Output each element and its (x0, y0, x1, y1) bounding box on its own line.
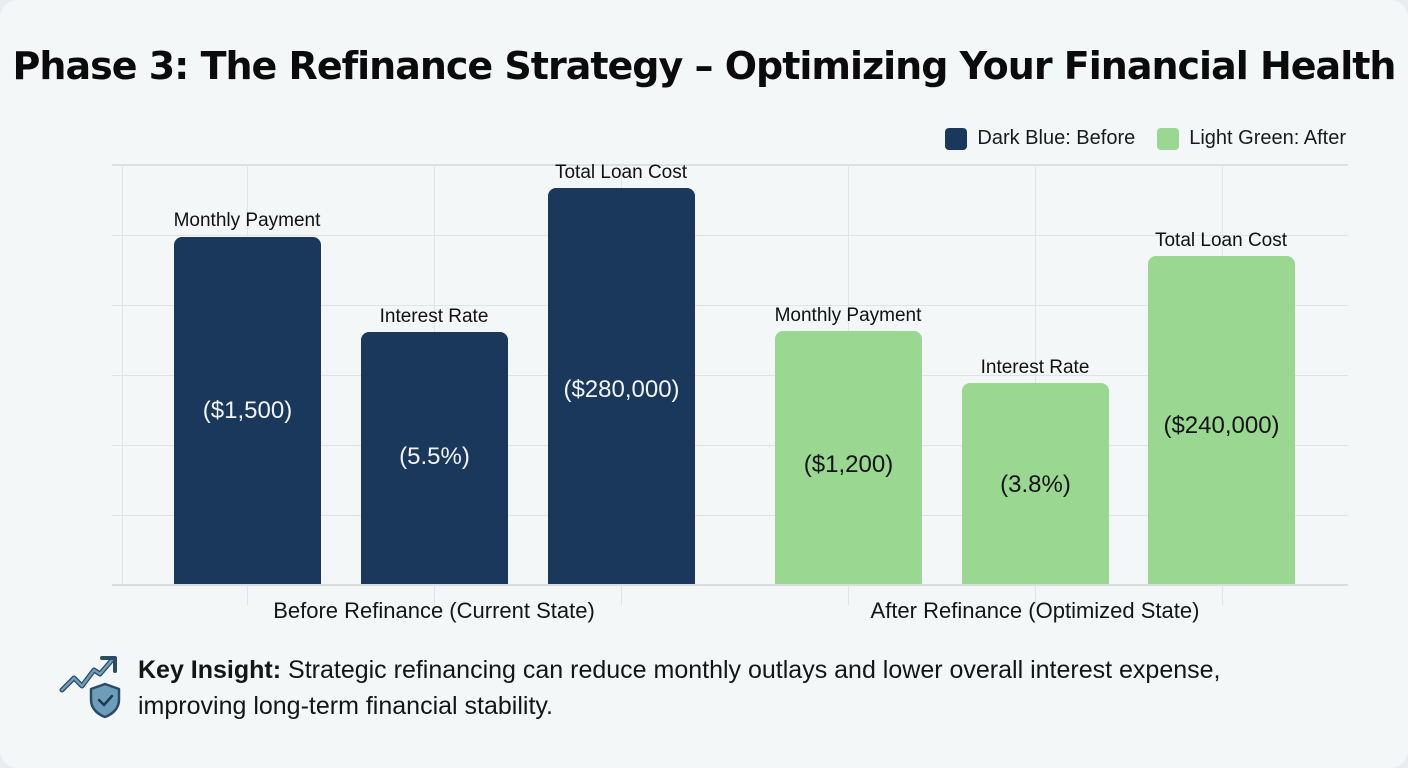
gridline (112, 515, 1348, 516)
chart-up-shield-icon (59, 656, 121, 719)
legend-label-before: Dark Blue: Before (977, 127, 1136, 149)
bar-label: Total Loan Cost (1154, 230, 1288, 251)
bar-label: Total Loan Cost (554, 162, 688, 183)
gridline (112, 375, 1348, 376)
bar-value: ($1,200) (803, 451, 894, 478)
legend-swatch-after (1157, 127, 1180, 150)
legend-item-before: Dark Blue: Before (945, 127, 1135, 150)
group-label-after: After Refinance (Optimized State) (870, 598, 1200, 623)
bar-value: (3.8%) (1000, 471, 1071, 498)
gridline (112, 164, 1348, 166)
bar-value: ($240,000) (1163, 412, 1280, 439)
key-insight-heading: Key Insight: (138, 656, 282, 684)
x-axis-baseline (112, 584, 1348, 586)
bar-before-monthly-payment: ($1,500) (174, 237, 321, 585)
chart-title: Phase 3: The Refinance Strategy – Optimi… (12, 44, 1397, 88)
bar-after-monthly-payment: ($1,200) (775, 331, 922, 585)
bar-value: ($280,000) (563, 376, 680, 403)
gridline (112, 235, 1348, 236)
bar-before-interest-rate: (5.5%) (361, 332, 508, 585)
legend-label-after: Light Green: After (1189, 127, 1346, 149)
legend-swatch-before (945, 127, 968, 150)
bar-after-total-loan-cost: ($240,000) (1148, 256, 1295, 585)
legend-item-after: Light Green: After (1157, 127, 1346, 150)
group-label-before: Before Refinance (Current State) (273, 598, 595, 623)
gridline (112, 445, 1348, 446)
bar-label: Monthly Payment (774, 305, 922, 326)
legend: Dark Blue: Before Light Green: After (933, 127, 1346, 150)
key-insight-text: Strategic refinancing can reduce monthly… (138, 656, 1221, 720)
bar-label: Interest Rate (980, 357, 1090, 378)
bar-value: (5.5%) (399, 443, 470, 470)
gridline (122, 165, 123, 585)
bar-before-total-loan-cost: ($280,000) (548, 188, 695, 585)
bar-label: Interest Rate (379, 306, 489, 327)
bar-value: ($1,500) (202, 397, 293, 424)
bar-after-interest-rate: (3.8%) (962, 383, 1109, 585)
key-insight: Key Insight: Strategic refinancing can r… (138, 652, 1288, 724)
bar-label: Monthly Payment (173, 210, 321, 231)
gridline (112, 305, 1348, 306)
